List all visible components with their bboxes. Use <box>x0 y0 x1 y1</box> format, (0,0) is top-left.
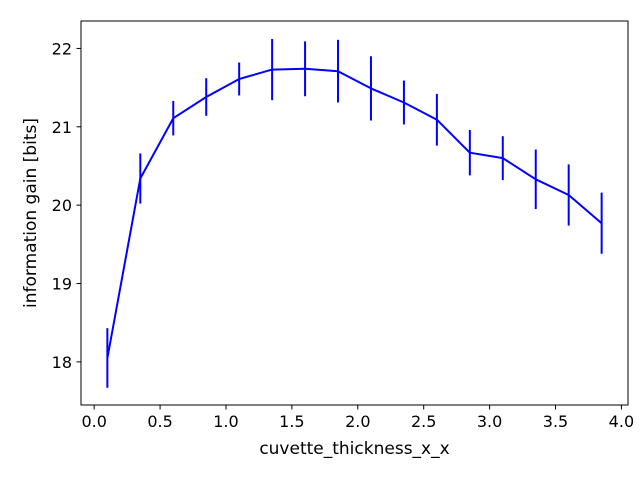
y-tick-label: 20 <box>52 196 72 215</box>
y-tick-label: 22 <box>52 39 72 58</box>
y-axis-label: information gain [bits] <box>21 118 41 308</box>
y-tick-label: 18 <box>52 353 72 372</box>
plot-frame <box>80 20 629 406</box>
x-tick-label: 3.5 <box>543 412 568 431</box>
series-layer <box>106 39 603 388</box>
x-tick-label: 2.0 <box>345 412 370 431</box>
y-axis: 18 19 20 21 22 <box>52 39 81 372</box>
y-tick-label: 19 <box>52 275 72 294</box>
x-axis-label: cuvette_thickness_x_x <box>259 439 449 459</box>
x-tick-label: 0.0 <box>81 412 106 431</box>
x-tick-label: 1.0 <box>213 412 238 431</box>
x-axis: 0.0 0.5 1.0 1.5 2.0 2.5 3.0 3.5 4.0 <box>81 405 634 431</box>
x-tick-label: 2.5 <box>411 412 436 431</box>
series-line <box>106 67 603 359</box>
x-tick-label: 1.5 <box>279 412 304 431</box>
y-tick-label: 21 <box>52 118 72 137</box>
x-tick-label: 4.0 <box>609 412 634 431</box>
x-tick-label: 3.0 <box>477 412 502 431</box>
x-tick-label: 0.5 <box>147 412 172 431</box>
